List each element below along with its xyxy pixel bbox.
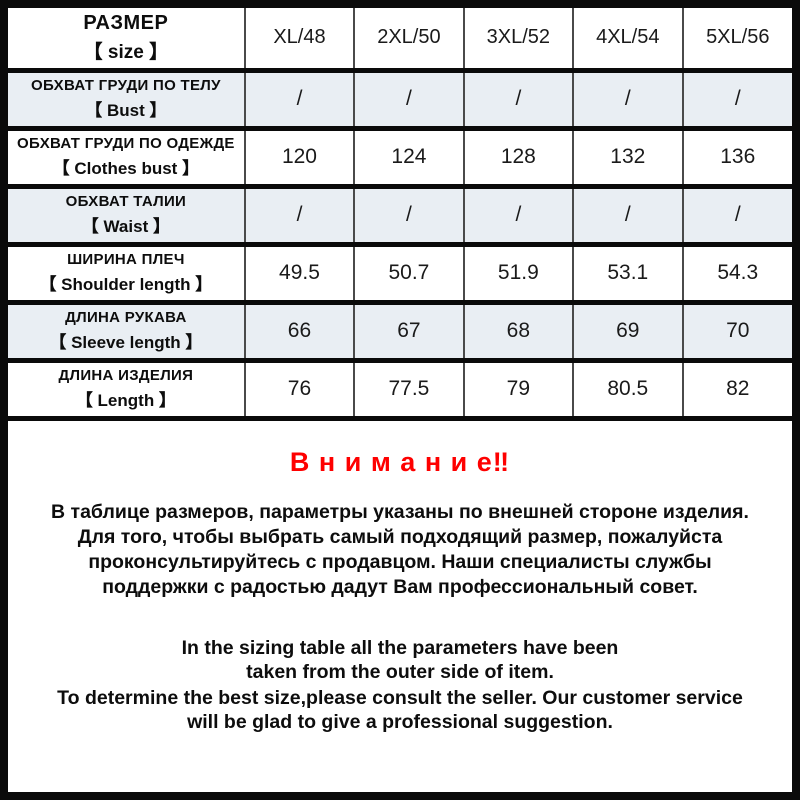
notice-en-line: To determine the best size,please consul… — [57, 686, 743, 709]
size-header-cell: РАЗМЕР 【 size 】 — [8, 8, 245, 70]
row-label-cell: ОБХВАТ ГРУДИ ПО ТЕЛУ 【 Bust 】 — [8, 67, 245, 128]
row-label-cell: ШИРИНА ПЛЕЧ 【 Shoulder length 】 — [8, 241, 245, 302]
cell-value: / — [462, 183, 574, 244]
table-header-row: РАЗМЕР 【 size 】 XL/48 2XL/50 3XL/52 4XL/… — [8, 8, 792, 70]
cell-value: 124 — [353, 125, 464, 186]
cell-value: / — [353, 183, 464, 244]
cell-value: 68 — [462, 299, 574, 360]
notice-en-line: will be glad to give a professional sugg… — [187, 710, 613, 733]
row-label-en: 【 Clothes bust 】 — [52, 159, 200, 178]
cell-value: 66 — [243, 299, 355, 360]
cell-value: 79 — [462, 357, 574, 418]
row-label-ru: ШИРИНА ПЛЕЧ — [67, 251, 185, 268]
cell-value: 77.5 — [353, 357, 464, 418]
notice-ru-line: проконсультируйтесь с продавцом. Наши сп… — [88, 550, 712, 573]
cell-value: / — [572, 183, 683, 244]
cell-value: 82 — [681, 357, 792, 418]
row-label-en: 【 Shoulder length 】 — [39, 275, 213, 294]
notice-en-line: In the sizing table all the parameters h… — [181, 636, 619, 659]
size-table: РАЗМЕР 【 size 】 XL/48 2XL/50 3XL/52 4XL/… — [8, 8, 792, 421]
row-label-cell: ОБХВАТ ГРУДИ ПО ОДЕЖДЕ 【 Clothes bust 】 — [8, 125, 245, 186]
row-label-en: 【 Length 】 — [75, 391, 176, 410]
size-col-header: XL/48 — [243, 8, 355, 70]
row-label-en: 【 Bust 】 — [85, 101, 167, 120]
notice-ru-line: В таблице размеров, параметры указаны по… — [51, 500, 749, 523]
row-label-en: 【 Sleeve length 】 — [49, 333, 203, 352]
table-row-clothes-bust: ОБХВАТ ГРУДИ ПО ОДЕЖДЕ 【 Clothes bust 】 … — [8, 125, 792, 186]
notice-ru-line: Для того, чтобы выбрать самый подходящий… — [77, 525, 723, 548]
row-label-ru: ОБХВАТ ТАЛИИ — [65, 193, 187, 210]
table-row-sleeve: ДЛИНА РУКАВА 【 Sleeve length 】 66 67 68 … — [8, 299, 792, 360]
notice-en-line: taken from the outer side of item. — [246, 660, 554, 683]
notice-english-text-1: In the sizing table all the parameters h… — [8, 636, 792, 684]
size-col-header: 3XL/52 — [462, 8, 574, 70]
cell-value: / — [462, 67, 574, 128]
cell-value: 69 — [572, 299, 683, 360]
notice-section: В н и м а н и е‼ В таблице размеров, пар… — [8, 421, 792, 734]
cell-value: 80.5 — [572, 357, 683, 418]
table-row-length: ДЛИНА ИЗДЕЛИЯ 【 Length 】 76 77.5 79 80.5… — [8, 357, 792, 418]
row-label-ru: ДЛИНА РУКАВА — [65, 309, 187, 326]
table-row-shoulder: ШИРИНА ПЛЕЧ 【 Shoulder length 】 49.5 50.… — [8, 241, 792, 302]
cell-value: / — [353, 67, 464, 128]
size-header-en: 【 size 】 — [83, 41, 169, 63]
cell-value: 50.7 — [353, 241, 464, 302]
row-label-cell: ДЛИНА РУКАВА 【 Sleeve length 】 — [8, 299, 245, 360]
notice-title: В н и м а н и е‼ — [289, 446, 511, 477]
cell-value: 120 — [243, 125, 355, 186]
cell-value: / — [572, 67, 683, 128]
cell-value: 51.9 — [462, 241, 574, 302]
cell-value: / — [243, 67, 355, 128]
notice-english-text-2: To determine the best size,please consul… — [8, 686, 792, 734]
size-col-header: 4XL/54 — [572, 8, 683, 70]
table-row-waist: ОБХВАТ ТАЛИИ 【 Waist 】 / / / / / — [8, 183, 792, 244]
size-col-header: 5XL/56 — [681, 8, 792, 70]
cell-value: 70 — [681, 299, 792, 360]
size-col-header: 2XL/50 — [353, 8, 464, 70]
row-label-ru: ДЛИНА ИЗДЕЛИЯ — [58, 367, 194, 384]
cell-value: / — [681, 67, 792, 128]
row-label-cell: ДЛИНА ИЗДЕЛИЯ 【 Length 】 — [8, 357, 245, 418]
row-label-cell: ОБХВАТ ТАЛИИ 【 Waist 】 — [8, 183, 245, 244]
cell-value: 54.3 — [681, 241, 792, 302]
row-label-ru: ОБХВАТ ГРУДИ ПО ТЕЛУ — [31, 77, 221, 94]
table-row-bust: ОБХВАТ ГРУДИ ПО ТЕЛУ 【 Bust 】 / / / / / — [8, 67, 792, 128]
cell-value: / — [243, 183, 355, 244]
size-header-ru: РАЗМЕР — [83, 11, 169, 34]
cell-value: 67 — [353, 299, 464, 360]
cell-value: / — [681, 183, 792, 244]
row-label-ru: ОБХВАТ ГРУДИ ПО ОДЕЖДЕ — [17, 135, 235, 152]
row-label-en: 【 Waist 】 — [81, 217, 170, 236]
cell-value: 49.5 — [243, 241, 355, 302]
cell-value: 132 — [572, 125, 683, 186]
cell-value: 76 — [243, 357, 355, 418]
notice-russian-text: В таблице размеров, параметры указаны по… — [8, 500, 792, 600]
cell-value: 53.1 — [572, 241, 683, 302]
notice-ru-line: поддержки с радостью дадут Вам профессио… — [102, 575, 698, 598]
cell-value: 136 — [681, 125, 792, 186]
cell-value: 128 — [462, 125, 574, 186]
